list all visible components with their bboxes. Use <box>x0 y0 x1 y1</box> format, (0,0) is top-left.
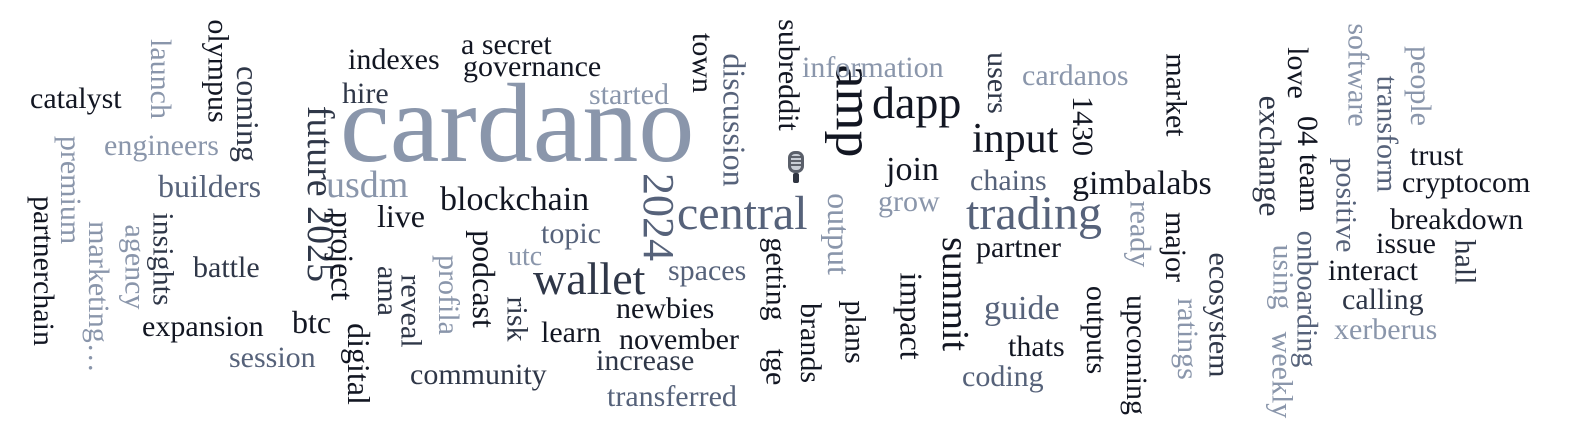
word-hire: hire <box>342 77 389 110</box>
word-battle: battle <box>193 251 260 284</box>
word-engineers: engineers <box>104 129 219 162</box>
word-04: 04 <box>1291 116 1324 146</box>
word-indexes: indexes <box>348 43 440 76</box>
word-dapp: dapp <box>872 77 962 128</box>
word-coding: coding <box>962 360 1044 393</box>
word-breakdown: breakdown <box>1390 203 1524 236</box>
word-upcoming: upcoming <box>1120 295 1153 415</box>
word-onboarding: onboarding <box>1290 230 1324 368</box>
word-session: session <box>229 341 316 374</box>
word-partner: partner <box>976 231 1061 264</box>
word-cardano: cardano <box>340 62 695 186</box>
word-partnerchain: partnerchain <box>26 196 60 346</box>
word-profila: profila <box>431 255 465 335</box>
word-people: people <box>1403 46 1437 126</box>
word-transform: transform <box>1370 75 1404 193</box>
word-guide: guide <box>984 290 1060 327</box>
word-summit: summit <box>934 236 977 352</box>
word-a-secret: a secret <box>461 28 552 61</box>
word-discussion: discussion <box>716 53 753 187</box>
word-input: input <box>972 116 1059 162</box>
word-live: live <box>377 198 425 234</box>
word-subreddit: subreddit <box>771 19 805 131</box>
microphone-icon <box>788 151 804 183</box>
word-trust: trust <box>1410 139 1464 172</box>
word-2024: 2024 <box>634 173 683 261</box>
word-trading: trading <box>966 187 1102 240</box>
word-issue: issue <box>1376 227 1436 260</box>
word-podcast: podcast <box>465 230 502 328</box>
word-chains: chains <box>970 164 1047 197</box>
word-transferred: transferred <box>607 380 737 413</box>
word-thats: thats <box>1008 330 1065 363</box>
word-gimbalabs: gimbalabs <box>1072 165 1212 202</box>
word-positive: positive <box>1329 157 1363 253</box>
word-governance: governance <box>463 50 602 83</box>
word-marketing: marketing… <box>81 221 115 373</box>
word-agency: agency <box>118 224 152 310</box>
word-town: town <box>686 33 719 93</box>
word-learn: learn <box>541 316 601 349</box>
word-usdm: usdm <box>326 164 409 206</box>
word-calling: calling <box>1342 283 1424 316</box>
word-ratings: ratings <box>1170 298 1204 380</box>
word-market: market <box>1159 53 1193 137</box>
word-interact: interact <box>1328 254 1418 287</box>
word-information: information <box>802 51 944 84</box>
word-increase: increase <box>596 344 695 377</box>
word-utc: utc <box>508 241 543 272</box>
word-major: major <box>1158 212 1192 282</box>
word-insights: insights <box>146 212 180 306</box>
word-november: november <box>619 323 739 356</box>
word-grow: grow <box>878 185 940 218</box>
word-launch: launch <box>143 39 177 119</box>
word-btc: btc <box>292 304 332 340</box>
word-builders: builders <box>158 168 262 204</box>
word-outputs: outputs <box>1080 285 1114 375</box>
word-catalyst: catalyst <box>30 82 122 115</box>
word-newbies: newbies <box>616 292 715 325</box>
word-risk: risk <box>500 296 534 342</box>
word-brands: brands <box>793 303 827 383</box>
word-central: central <box>677 187 808 240</box>
word-join: join <box>886 151 939 188</box>
word-wallet: wallet <box>533 253 646 304</box>
word-love: love <box>1280 47 1314 99</box>
word-topic: topic <box>541 217 601 250</box>
word-team: team <box>1293 153 1327 213</box>
word-reveal: reveal <box>394 274 428 348</box>
word-users: users <box>980 52 1014 114</box>
word-plans: plans <box>838 300 872 364</box>
word-project: project <box>324 211 361 301</box>
word-spaces: spaces <box>668 254 747 287</box>
word-community: community <box>410 358 547 391</box>
word-impact: impact <box>893 272 930 360</box>
word-output: output <box>820 193 857 275</box>
word-expansion: expansion <box>142 310 264 343</box>
word-coming: coming <box>229 66 266 162</box>
word-software: software <box>1341 23 1375 127</box>
word-1430: 1430 <box>1066 96 1099 156</box>
word-olympus: olympus <box>201 19 235 123</box>
word-cardanos: cardanos <box>1022 59 1129 92</box>
word-tge: tge <box>759 348 793 386</box>
word-getting: getting <box>759 237 793 321</box>
word-hall: hall <box>1448 239 1482 285</box>
word-blockchain: blockchain <box>440 181 590 218</box>
word-digital: digital <box>340 323 377 405</box>
word-cryptocom: cryptocom <box>1402 166 1531 199</box>
word-started: started <box>589 78 669 111</box>
word-xerberus: xerberus <box>1334 313 1438 346</box>
word-exchange: exchange <box>1252 95 1289 217</box>
word-ecosystem: ecosystem <box>1202 252 1236 378</box>
word-ready: ready <box>1123 200 1157 268</box>
